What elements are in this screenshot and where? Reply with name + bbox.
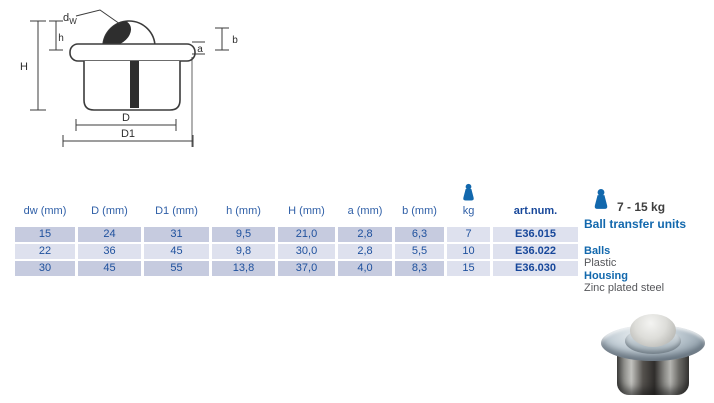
col-header-a: a (mm) (347, 205, 383, 217)
spec-value-balls: Plastic (584, 257, 617, 269)
col-header-D1: D1 (mm) (155, 205, 198, 217)
spec-label-balls: Balls (584, 245, 611, 257)
cell-b: 8,3 (395, 261, 444, 276)
cell-D1: 31 (144, 227, 209, 242)
col-header-D: D (mm) (91, 205, 128, 217)
cell-artnum: E36.030 (493, 261, 578, 276)
cell-a: 2,8 (338, 227, 392, 242)
product-photo (597, 305, 709, 398)
weight-icon (594, 188, 608, 209)
col-header-H: H (mm) (288, 205, 325, 217)
dim-label-dw-sub: W (69, 17, 77, 26)
cell-H: 30,0 (278, 244, 335, 259)
cell-a: 2,8 (338, 244, 392, 259)
cell-H: 21,0 (278, 227, 335, 242)
dim-label-D1: D1 (121, 128, 135, 140)
cell-kg: 7 (447, 227, 490, 242)
cell-H: 37,0 (278, 261, 335, 276)
cell-artnum: E36.015 (493, 227, 578, 242)
cell-artnum: E36.022 (493, 244, 578, 259)
flange-outline (69, 43, 196, 62)
cell-kg: 15 (447, 261, 490, 276)
table-row: 30 45 55 13,8 37,0 4,0 8,3 15 E36.030 (15, 261, 578, 276)
photo-ball (630, 314, 676, 347)
spec-table-header: dw (mm) D (mm) D1 (mm) h (mm) H (mm) a (… (15, 183, 578, 217)
col-header-h: h (mm) (226, 205, 261, 217)
cell-D1: 55 (144, 261, 209, 276)
housing-slot (130, 61, 139, 108)
cell-D: 45 (78, 261, 141, 276)
col-header-artnum: art.num. (513, 205, 558, 217)
cell-D1: 45 (144, 244, 209, 259)
cell-dw: 30 (15, 261, 75, 276)
cell-h: 9,5 (212, 227, 275, 242)
dimension-lines (30, 9, 229, 147)
dim-label-dw: d (63, 12, 69, 24)
col-header-b: b (mm) (402, 205, 437, 217)
spec-label-housing: Housing (584, 270, 628, 282)
dimension-diagram: d W H h a b D D1 (20, 9, 238, 147)
spec-table: dw (mm) D (mm) D1 (mm) h (mm) H (mm) a (… (15, 183, 578, 276)
dim-label-b: b (232, 35, 238, 46)
weight-icon (463, 183, 474, 201)
cell-D: 24 (78, 227, 141, 242)
col-header-dw: dw (mm) (23, 205, 67, 217)
cell-D: 36 (78, 244, 141, 259)
kg-unit-label: kg (462, 205, 475, 217)
spec-value-housing: Zinc plated steel (584, 282, 665, 294)
col-header-kg: kg (447, 183, 490, 218)
table-row: 22 36 45 9,8 30,0 2,8 5,5 10 E36.022 (15, 244, 578, 259)
dim-label-h: h (58, 33, 64, 44)
cell-dw: 22 (15, 244, 75, 259)
dim-label-a: a (197, 44, 203, 55)
cell-h: 13,8 (212, 261, 275, 276)
capacity-range: 7 - 15 kg (617, 200, 666, 214)
product-name: Ball transfer units (584, 217, 687, 231)
table-row: 15 24 31 9,5 21,0 2,8 6,3 7 E36.015 (15, 227, 578, 242)
cell-b: 6,3 (395, 227, 444, 242)
dim-label-D: D (122, 112, 130, 124)
cell-b: 5,5 (395, 244, 444, 259)
cell-h: 9,8 (212, 244, 275, 259)
cell-kg: 10 (447, 244, 490, 259)
dim-label-H: H (20, 61, 28, 73)
cell-dw: 15 (15, 227, 75, 242)
cell-a: 4,0 (338, 261, 392, 276)
